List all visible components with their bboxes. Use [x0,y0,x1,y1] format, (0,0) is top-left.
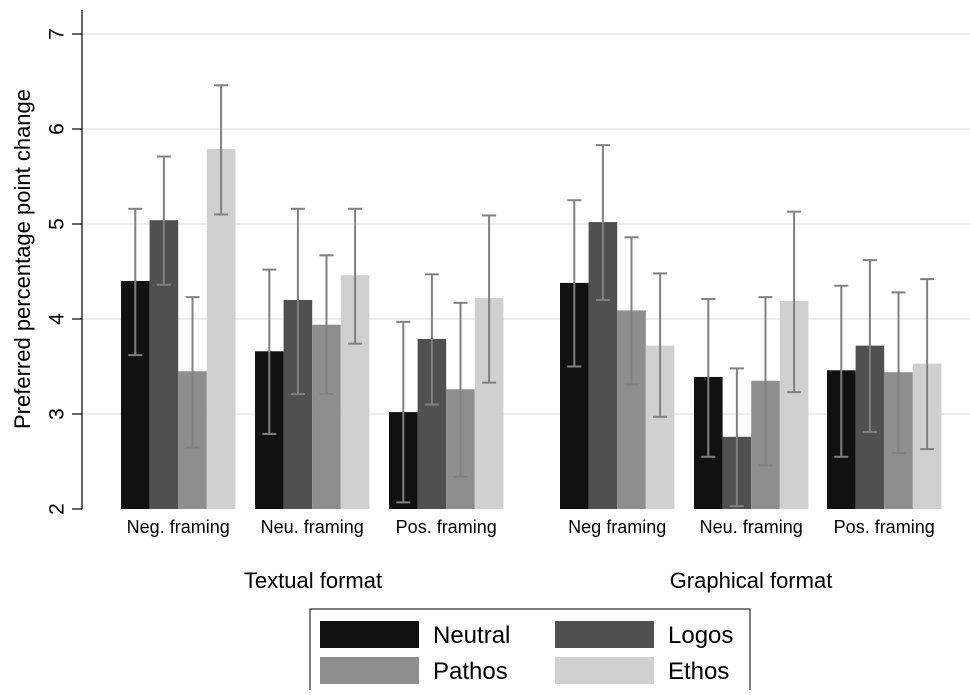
category-label: Pos. framing [396,517,497,537]
legend-label-logos: Logos [668,622,733,649]
category-label: Neu. framing [700,517,803,537]
y-tick-label: 7 [46,28,69,40]
y-tick-label: 2 [46,503,69,515]
legend-swatch-logos [555,621,654,648]
y-tick-label: 4 [46,313,69,325]
y-axis-label: Preferred percentage point change [10,89,35,429]
category-label: Neu. framing [261,517,364,537]
category-label: Pos. framing [834,517,935,537]
legend-label-ethos: Ethos [668,658,729,685]
category-label: Neg. framing [127,517,230,537]
y-ticks: 2 3 4 5 6 7 [46,28,82,515]
category-label: Neg framing [568,517,666,537]
group-labels: Textual format Graphical format [244,568,832,593]
bars-layer [121,148,942,509]
legend-swatch-pathos [320,657,419,684]
legend-swatch-neutral [320,621,419,648]
group-label: Textual format [244,568,382,593]
y-tick-label: 5 [46,218,69,230]
category-labels: Neg. framing Neu. framing Pos. framing Neg … [127,517,935,537]
legend-label-neutral: Neutral [433,622,510,649]
legend: Neutral Logos Pathos Ethos [309,608,751,695]
legend-swatch-ethos [555,657,654,684]
y-tick-label: 6 [46,123,69,135]
group-label: Graphical format [670,568,833,593]
y-tick-label: 3 [46,408,69,420]
legend-label-pathos: Pathos [433,658,508,685]
error-bars-layer [128,84,935,508]
